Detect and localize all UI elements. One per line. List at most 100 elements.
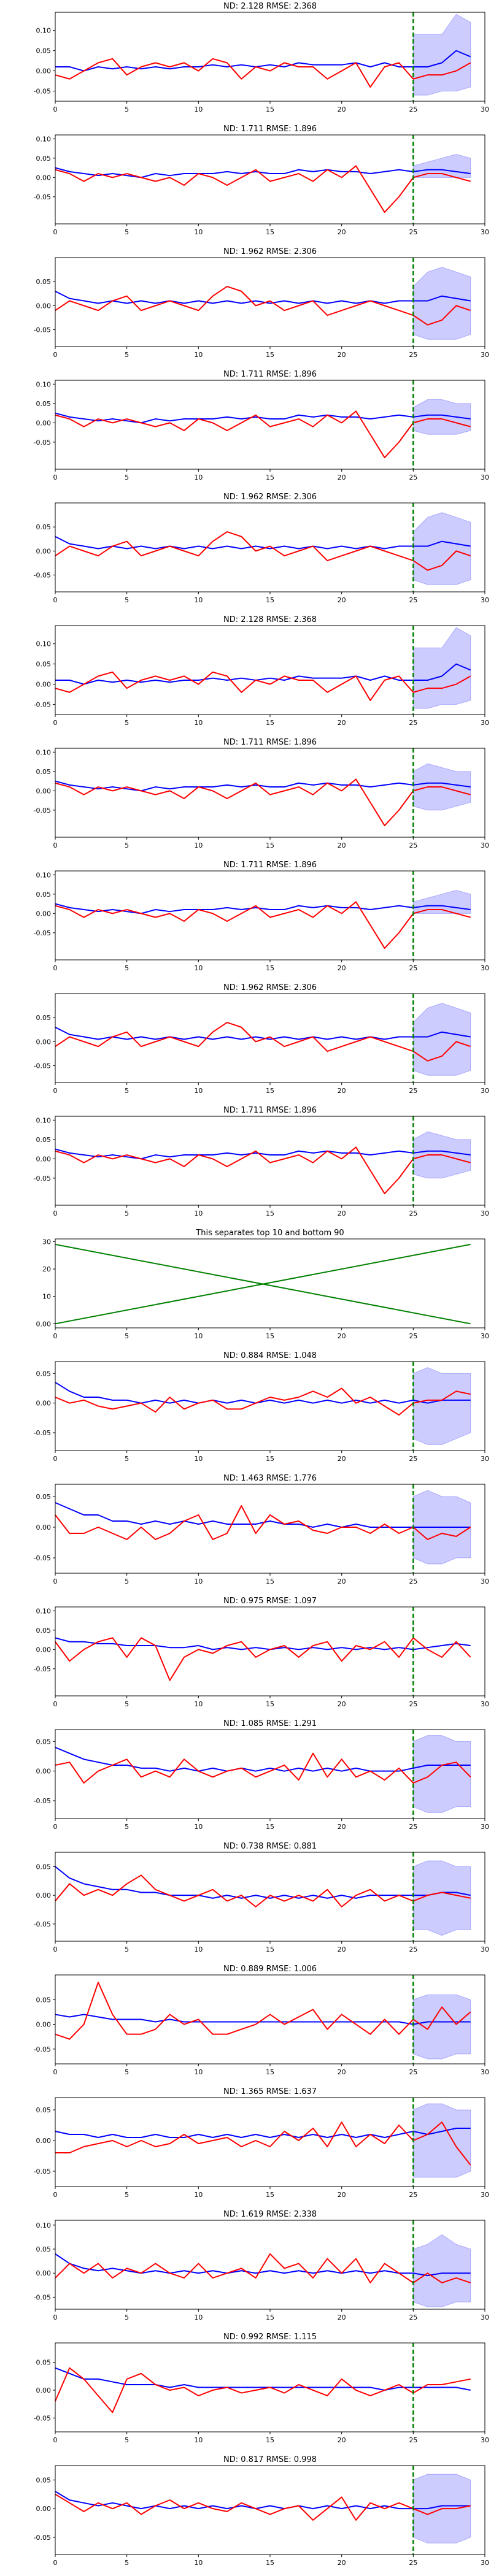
x-tick-label: 30: [481, 719, 489, 727]
x-tick-label: 25: [409, 2191, 417, 2199]
x-tick-label: 10: [194, 228, 203, 236]
x-tick-label: 5: [125, 719, 129, 727]
y-tick-label: 0.00: [36, 67, 52, 75]
y-tick-label: -0.05: [34, 2414, 51, 2422]
x-tick-label: 25: [409, 1087, 417, 1095]
y-tick-label: 0.05: [36, 1136, 52, 1144]
series-line-0: [55, 535, 471, 550]
subplot-4: ND: 1.962 RMSE: 2.306 0 5 10 15 20 25 30 -0.05 0.…: [34, 493, 489, 604]
x-tick-label: 5: [125, 1332, 129, 1340]
x-tick-label: 0: [53, 2313, 58, 2321]
confidence-band: [412, 627, 471, 709]
y-tick-label: 0.10: [36, 135, 52, 143]
y-tick-label: 0.00: [36, 1038, 52, 1046]
y-tick-label: -0.05: [34, 1665, 51, 1673]
x-tick-label: 0: [53, 1209, 58, 1217]
x-tick-label: 10: [194, 719, 203, 727]
x-tick-label: 25: [409, 2068, 417, 2076]
series-line-0: [55, 50, 471, 72]
subplot-title: ND: 0.992 RMSE: 1.115: [223, 2333, 317, 2342]
y-tick-label: 0.05: [36, 1014, 52, 1022]
x-tick-label: 0: [53, 1577, 58, 1585]
subplot-title: ND: 0.884 RMSE: 1.048: [223, 1351, 317, 1360]
series-line-0: [55, 2128, 471, 2138]
series-line-0: [55, 412, 471, 424]
y-tick-label: 0.05: [36, 1863, 52, 1871]
subplot-title: ND: 1.962 RMSE: 2.306: [223, 493, 317, 502]
series-line-0: [55, 1148, 471, 1160]
subplot-title: ND: 1.711 RMSE: 1.896: [223, 861, 317, 870]
x-tick-label: 15: [266, 228, 274, 236]
y-tick-label: -0.05: [34, 2045, 51, 2053]
series-line-1: [55, 1982, 471, 2040]
series-line-0: [55, 290, 471, 304]
y-tick-label: 0.10: [36, 2221, 52, 2229]
x-tick-label: 30: [481, 964, 489, 972]
x-tick-label: 15: [266, 719, 274, 727]
series-line-0: [55, 2491, 471, 2510]
y-tick-label: 0.00: [36, 2386, 52, 2394]
y-tick-label: 0.00: [36, 2021, 52, 2029]
x-tick-label: 5: [125, 228, 129, 236]
x-tick-label: 20: [338, 596, 346, 604]
x-tick-label: 30: [481, 105, 489, 113]
x-tick-label: 10: [194, 964, 203, 972]
x-tick-label: 25: [409, 964, 417, 972]
y-tick-label: 0.00: [36, 2137, 52, 2145]
x-tick-label: 25: [409, 2559, 417, 2567]
subplot-title: ND: 2.128 RMSE: 2.368: [223, 615, 317, 624]
y-tick-label: 0.05: [36, 2106, 52, 2114]
x-tick-label: 10: [194, 1087, 203, 1095]
axes-frame: [55, 1606, 485, 1696]
series-line-1: [55, 286, 471, 326]
subplot-19: ND: 0.992 RMSE: 1.115 0 5 10 15 20 25 30 -0.05 0.…: [34, 2333, 489, 2444]
x-tick-label: 10: [194, 2313, 203, 2321]
series-line-1: [55, 2253, 471, 2283]
x-tick-label: 20: [338, 473, 346, 481]
x-tick-label: 5: [125, 1577, 129, 1585]
confidence-band: [412, 1994, 471, 2060]
x-tick-label: 10: [194, 1823, 203, 1831]
series-line-1: [55, 778, 471, 827]
subplot-title: ND: 0.817 RMSE: 0.998: [223, 2455, 317, 2464]
x-tick-label: 5: [125, 1209, 129, 1217]
series-line-0: [55, 2253, 471, 2277]
axes-frame: [55, 870, 485, 960]
x-tick-label: 5: [125, 596, 129, 604]
series-line-0: [55, 903, 471, 914]
x-tick-label: 15: [266, 2191, 274, 2199]
x-tick-label: 20: [338, 1577, 346, 1585]
subplot-10: This separates top 10 and bottom 90 0 5 10 1…: [36, 1229, 490, 1340]
x-tick-label: 25: [409, 228, 417, 236]
x-tick-label: 10: [194, 1945, 203, 1953]
x-tick-label: 20: [338, 228, 346, 236]
axes-frame: [55, 134, 485, 224]
x-tick-label: 0: [53, 105, 58, 113]
subplot-2: ND: 1.962 RMSE: 2.306 0 5 10 15 20 25 30 -0.05 0.…: [34, 247, 489, 359]
series-line-1: [55, 410, 471, 459]
x-tick-label: 20: [338, 1332, 346, 1340]
x-tick-label: 15: [266, 2559, 274, 2567]
x-tick-label: 10: [194, 1209, 203, 1217]
x-tick-label: 5: [125, 2559, 129, 2567]
x-tick-label: 20: [338, 1209, 346, 1217]
y-tick-label: 0.05: [36, 1627, 52, 1635]
x-tick-label: 5: [125, 2191, 129, 2199]
x-tick-label: 20: [338, 2436, 346, 2444]
y-tick-label: -0.05: [34, 572, 51, 580]
x-tick-label: 30: [481, 1700, 489, 1708]
x-tick-label: 25: [409, 841, 417, 849]
subplot-11: ND: 0.884 RMSE: 1.048 0 5 10 15 20 25 30 -0.05 0.…: [34, 1351, 489, 1463]
x-tick-label: 30: [481, 2068, 489, 2076]
x-tick-label: 0: [53, 2559, 58, 2567]
x-tick-label: 25: [409, 105, 417, 113]
x-tick-label: 0: [53, 1455, 58, 1463]
subplot-0: ND: 2.128 RMSE: 2.368 0 5 10 15 20 25 30 -0.05 0.…: [34, 2, 489, 113]
series-line-1: [55, 1874, 471, 1907]
y-tick-label: 0.05: [36, 278, 52, 286]
subplot-title: ND: 1.711 RMSE: 1.896: [223, 370, 317, 379]
x-tick-label: 15: [266, 105, 274, 113]
subplot-title: This separates top 10 and bottom 90: [195, 1229, 344, 1238]
x-tick-label: 15: [266, 1332, 274, 1340]
subplot-8: ND: 1.962 RMSE: 2.306 0 5 10 15 20 25 30 -0.05 0.…: [34, 983, 489, 1095]
